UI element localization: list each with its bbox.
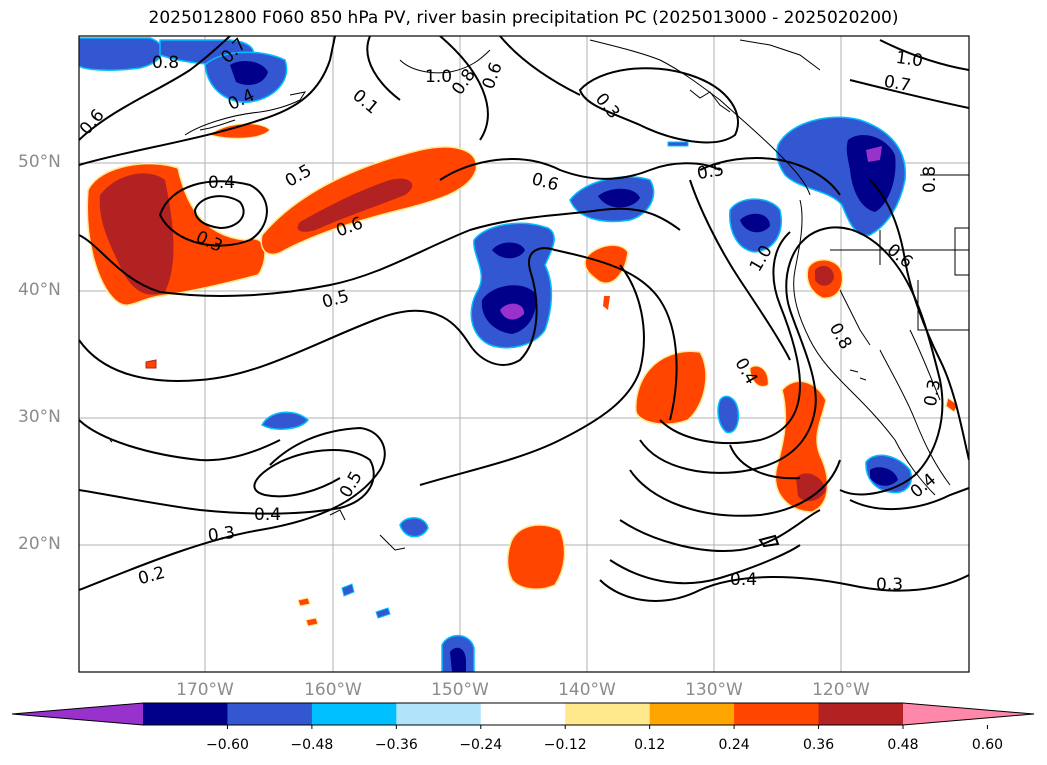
colorbar-bin [565, 703, 651, 725]
colorbar-bin [311, 703, 397, 725]
contour-label: 0.5 [696, 160, 726, 184]
lon-label-170w: 170°W [176, 680, 234, 700]
contour-label: 0.5 [320, 286, 351, 312]
lon-label-150w: 150°W [431, 680, 489, 700]
lat-label-30n: 30°N [18, 407, 61, 427]
colorbar-tick-label: 0.60 [971, 737, 1004, 753]
contour-label: 0.1 [348, 86, 382, 119]
colorbar-extend-high [903, 703, 1034, 725]
contour-label: 0.3 [591, 89, 624, 123]
contour-label: 0.6 [479, 60, 507, 92]
lat-label-50n: 50°N [18, 152, 61, 172]
lat-label-20n: 20°N [18, 534, 61, 554]
lon-label-120w: 120°W [812, 680, 870, 700]
colorbar [11, 702, 1035, 729]
lat-label-40n: 40°N [18, 280, 61, 300]
colorbar-bin [227, 703, 313, 725]
positive-precip-areas [86, 123, 959, 627]
colorbar-tick-label: −0.24 [459, 737, 503, 753]
colorbar-tick-label: −0.60 [205, 737, 249, 753]
negative-precip-areas [79, 37, 912, 672]
contour-label: 0.3 [876, 575, 903, 595]
contour-label: 0.4 [208, 173, 235, 193]
contour-label: 0.5 [282, 161, 315, 192]
contour-label: 0.7 [882, 72, 912, 96]
colorbar-bin [649, 703, 735, 725]
contour-label: 0.8 [448, 65, 480, 99]
colorbar-tick-label: −0.36 [374, 737, 418, 753]
lon-label-160w: 160°W [304, 680, 362, 700]
contour-label: 0.6 [529, 169, 560, 195]
colorbar-tick-label: 0.48 [887, 737, 919, 753]
contour-label: 1.0 [425, 67, 452, 87]
colorbar-bin [143, 703, 228, 725]
contour-label: 0.8 [825, 320, 856, 353]
map-frame [78, 35, 970, 673]
lon-label-140w: 140°W [558, 680, 616, 700]
map-title: 2025012800 F060 850 hPa PV, river basin … [148, 8, 899, 28]
contour-label: 0.6 [883, 240, 917, 273]
colorbar-tick-label: −0.12 [543, 737, 587, 753]
contour-label: 0.8 [920, 166, 940, 193]
lon-label-130w: 130°W [685, 680, 743, 700]
contour-label: 0.2 [136, 563, 167, 589]
colorbar-bin [396, 703, 482, 725]
contour-label: 0.4 [254, 505, 281, 525]
contour-label: 0.4 [730, 570, 757, 590]
contour-label: 0.3 [207, 523, 237, 547]
contour-label: 0.8 [152, 53, 179, 73]
colorbar-bin [480, 703, 566, 725]
colorbar-outline [11, 702, 1035, 726]
contour-label: 0.6 [76, 106, 109, 140]
colorbar-bin [818, 703, 904, 725]
contour-label: 0.3 [921, 378, 945, 408]
coastlines [109, 39, 969, 551]
colorbar-tick-label: 0.36 [802, 737, 835, 753]
colorbar-tick-label: −0.48 [290, 737, 334, 753]
colorbar-tick-label: 0.12 [634, 737, 666, 753]
colorbar-tick-label: 0.24 [718, 737, 750, 753]
colorbar-extend-low [12, 703, 143, 725]
colorbar-bin [734, 703, 820, 725]
pv-contours [79, 36, 969, 602]
contour-label: 1.0 [895, 48, 925, 72]
